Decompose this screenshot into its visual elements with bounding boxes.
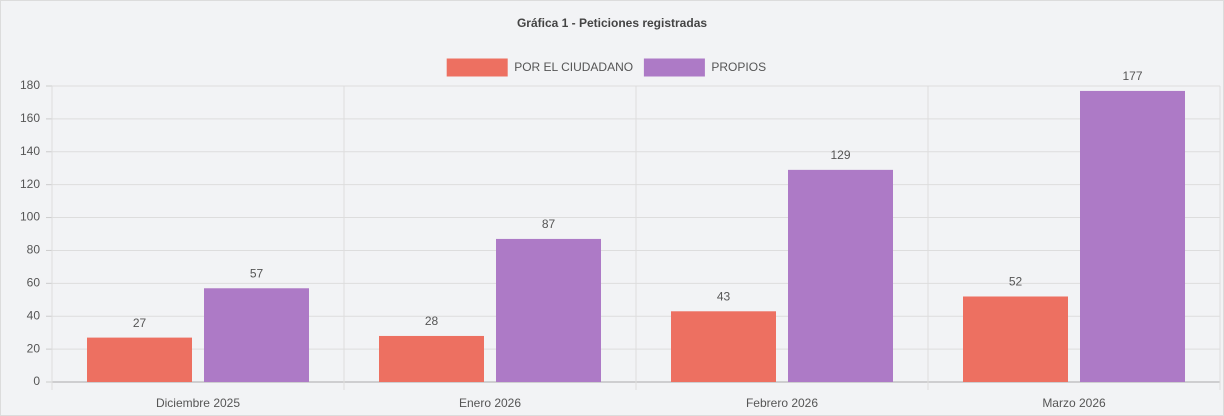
value-label: 27 xyxy=(133,316,147,330)
value-label: 43 xyxy=(717,289,731,303)
y-tick-label: 60 xyxy=(27,276,41,290)
y-tick-label: 40 xyxy=(27,308,41,322)
bar xyxy=(788,169,893,382)
bar xyxy=(87,337,192,382)
value-label: 52 xyxy=(1009,275,1023,289)
value-label: 28 xyxy=(425,314,439,328)
x-tick-label: Febrero 2026 xyxy=(746,396,818,410)
y-tick-label: 140 xyxy=(20,144,40,158)
y-tick-label: 0 xyxy=(33,374,40,388)
y-tick-label: 160 xyxy=(20,111,40,125)
chart-title: Gráfica 1 - Peticiones registradas xyxy=(517,16,707,30)
bar xyxy=(379,335,484,382)
legend-label: POR EL CIUDADANO xyxy=(514,60,633,74)
x-tick-label: Enero 2026 xyxy=(459,396,521,410)
legend-swatch xyxy=(446,58,508,77)
bar xyxy=(1080,90,1185,382)
bar xyxy=(204,288,309,382)
x-tick-label: Diciembre 2025 xyxy=(156,396,240,410)
y-tick-label: 120 xyxy=(20,177,40,191)
y-tick-label: 100 xyxy=(20,210,40,224)
bar xyxy=(671,311,776,382)
legend-label: PROPIOS xyxy=(711,60,766,74)
value-label: 177 xyxy=(1122,69,1142,83)
value-label: 129 xyxy=(830,148,850,162)
value-label: 57 xyxy=(250,266,264,280)
bar xyxy=(496,238,601,382)
legend-swatch xyxy=(643,58,705,77)
y-tick-label: 180 xyxy=(20,78,40,92)
y-tick-label: 20 xyxy=(27,341,41,355)
bar xyxy=(963,296,1068,382)
x-tick-label: Marzo 2026 xyxy=(1042,396,1106,410)
value-label: 87 xyxy=(542,217,556,231)
y-tick-label: 80 xyxy=(27,243,41,257)
